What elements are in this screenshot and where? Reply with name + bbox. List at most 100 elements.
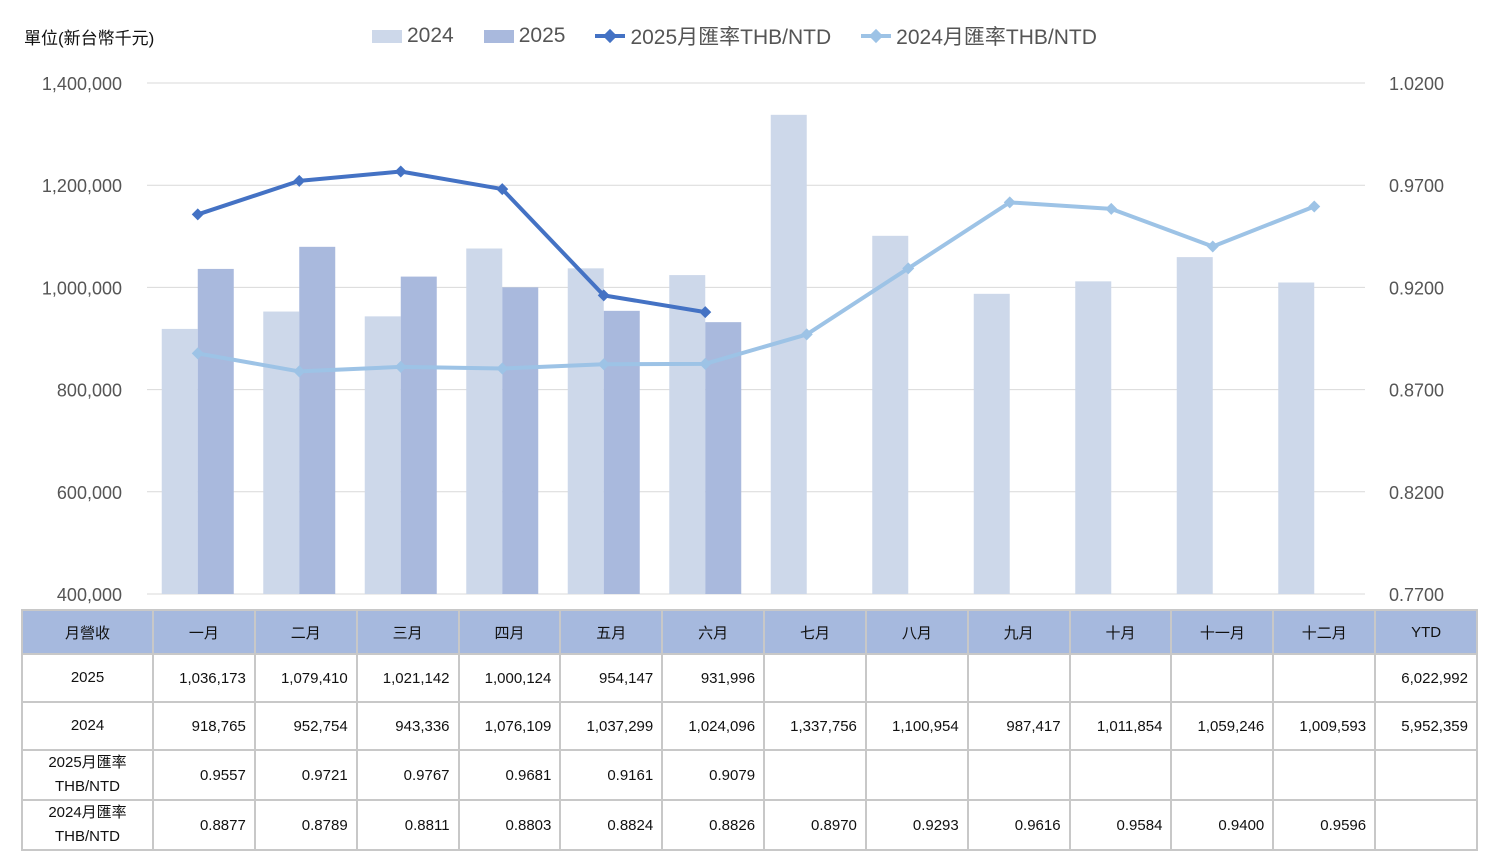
table-cell: 1,009,593 [1272,701,1377,751]
table-cell [763,653,867,703]
legend-item-rate-2024: 2024月匯率THB/NTD [861,21,1097,51]
y-right-tick-label: 0.9200 [1389,278,1444,298]
legend-label-rate-2024: 2024月匯率THB/NTD [896,26,1097,49]
header-cell: 二月 [253,609,358,655]
line-rate-2025 [197,169,706,315]
header-cell: 八月 [864,609,969,655]
table-cell: 943,336 [355,701,460,751]
legend-swatch-2024 [372,29,402,43]
table-row: 2025月匯率 THB/NTD 0.9557 0.9721 0.9767 0.9681 0.… [21,749,1478,801]
combo-chart: 400,000 0.7700 600,000 0.8200 800,000 0.8700 1… [42,74,1444,605]
marker-rate-2024 [293,365,306,378]
header-cell: 十月 [1068,609,1173,655]
row-label: 2024月匯率 THB/NTD [21,799,154,851]
line-rate-2024 [197,200,1315,374]
legend-label-2025: 2025 [518,24,566,47]
marker-rate-2025 [496,183,509,196]
bar-2024 [161,328,198,594]
bar-2025 [705,322,742,594]
legend-swatch-2025 [483,29,514,43]
table-cell: 1,021,142 [355,653,460,703]
marker-rate-2025 [699,306,712,319]
bar-2025 [400,276,437,594]
marker-rate-2025 [394,165,407,178]
marker-rate-2024 [902,262,915,275]
table-row: 2024月匯率 THB/NTD 0.8877 0.8789 0.8811 0.8803 0.… [21,799,1478,851]
table-cell: 0.8970 [763,799,867,851]
table-cell: 0.9596 [1272,799,1377,851]
table-cell [966,749,1071,801]
marker-rate-2024 [800,328,813,341]
table-cell: 0.8789 [253,799,358,851]
table-cell: 0.9400 [1170,799,1275,851]
bar-2024 [669,275,706,594]
marker-rate-2025 [597,289,610,302]
table-cell: 6,022,992 [1374,653,1478,703]
table-cell: 0.9721 [253,749,358,801]
legend-label-2024: 2024 [407,24,454,47]
y-left-tick-label: 800,000 [57,381,122,401]
bar-2024 [1278,282,1315,594]
bar-2025 [603,310,640,594]
bar-2024 [973,293,1010,594]
y-left-tick-label: 600,000 [57,483,122,503]
chart-legend: 2024 2025 2025月匯率THB/NTD 2024月匯率THB/NTD [372,21,1127,51]
table-cell: 0.9161 [559,749,664,801]
table-cell [864,653,969,703]
header-cell: 四月 [457,609,562,655]
table-cell [1170,653,1275,703]
table-cell: 1,337,756 [763,701,867,751]
table-cell [1068,749,1173,801]
marker-rate-2024 [1003,196,1016,209]
header-cell: 一月 [152,609,256,655]
table-cell: 1,011,854 [1068,701,1173,751]
table-cell: 1,079,410 [253,653,358,703]
table-cell: 0.8803 [457,799,562,851]
y-left-tick-label: 1,000,000 [42,278,122,298]
bar-2024 [1176,257,1213,594]
marker-rate-2024 [191,347,204,360]
table-row: 2024 918,765 952,754 943,336 1,076,109 1,037,… [21,701,1478,751]
bar-2025 [502,287,539,594]
unit-label: 單位(新台幣千元) [24,29,155,48]
row-label: 2024 [21,701,154,751]
row-label: 2025 [21,653,154,703]
bar-2025 [197,268,234,594]
table-cell [1272,749,1377,801]
table-cell: 0.8877 [152,799,256,851]
bar-2024 [364,316,401,594]
legend-item-rate-2025: 2025月匯率THB/NTD [595,21,831,51]
bar-2024 [872,235,909,594]
bar-2024 [770,114,807,594]
table-cell: 987,417 [966,701,1071,751]
bar-2024 [263,311,300,594]
bar-2024 [1075,281,1112,594]
marker-rate-2025 [293,174,306,187]
marker-rate-2024 [394,360,407,373]
table-cell: 952,754 [253,701,358,751]
table-cell [1170,749,1275,801]
marker-rate-2024 [699,357,712,370]
y-right-tick-label: 0.8700 [1389,381,1444,401]
header-cell: 七月 [763,609,867,655]
header-cell: YTD [1374,609,1478,655]
marker-rate-2024 [1105,202,1118,215]
table-cell: 0.9681 [457,749,562,801]
y-right-tick-label: 0.8200 [1389,483,1444,503]
marker-rate-2024 [1206,240,1219,253]
table-cell [1068,653,1173,703]
header-cell: 十二月 [1272,609,1377,655]
header-cell: 五月 [559,609,664,655]
marker-rate-2025 [191,208,204,221]
legend-line-rate-2025 [595,28,626,44]
header-cell: 九月 [966,609,1071,655]
header-corner: 月營收 [21,609,154,655]
marker-rate-2024 [597,358,610,371]
header-cell: 十一月 [1170,609,1275,655]
table-cell [763,749,867,801]
table-cell [1374,799,1478,851]
table-cell: 918,765 [152,701,256,751]
table-cell: 0.8826 [661,799,766,851]
table-cell: 1,000,124 [457,653,562,703]
table-header-row: 月營收 一月 二月 三月 四月 五月 六月 七月 八月 九月 十月 十一月 十二月 YTD [21,609,1478,655]
